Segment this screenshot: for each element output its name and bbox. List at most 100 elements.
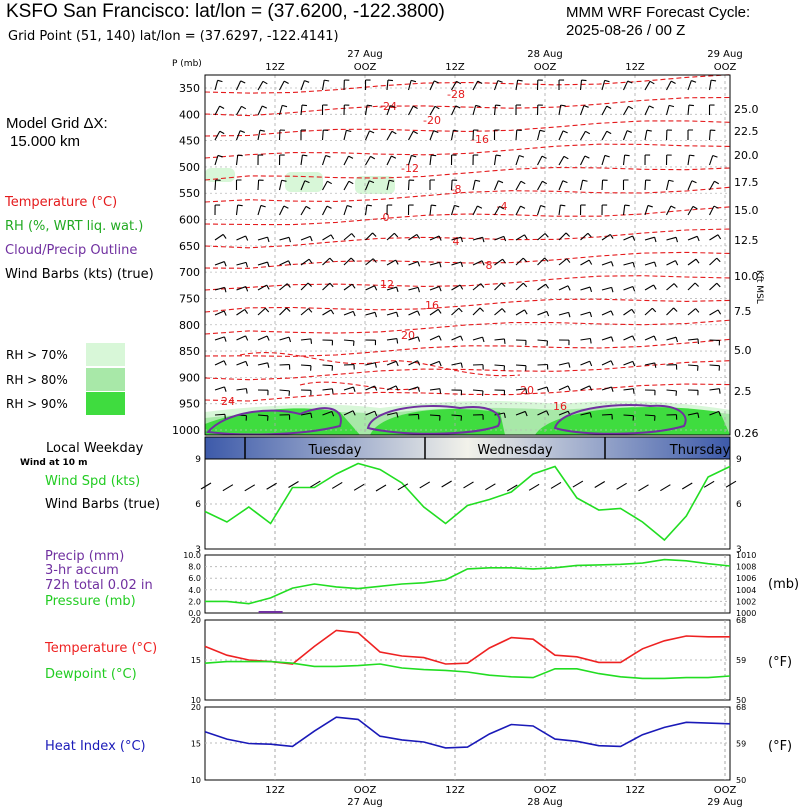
wind-barb-feather xyxy=(611,287,614,293)
wind-barb xyxy=(235,155,239,166)
wind-barb xyxy=(386,155,392,166)
wind-barb xyxy=(257,105,263,116)
temperature-contour xyxy=(204,143,731,159)
wind-barb xyxy=(687,80,692,91)
wind-barb-feather xyxy=(498,180,504,184)
rh70-patch xyxy=(355,176,395,194)
wind-barb xyxy=(365,410,375,416)
surface-wind-barb xyxy=(441,480,452,488)
wind-barb xyxy=(687,235,698,241)
cross-section-frame xyxy=(204,74,731,436)
wind-barb-feather xyxy=(610,310,614,316)
wind-barb xyxy=(257,362,268,366)
wind-barb xyxy=(644,335,655,341)
wind-barb xyxy=(300,338,311,341)
time-axis-bottom-label: 12Z xyxy=(445,785,465,796)
wind-barb xyxy=(537,155,543,166)
wind-barb-feather xyxy=(673,307,678,312)
wind-barb xyxy=(494,282,502,291)
wind-barb-feather xyxy=(282,104,288,108)
wind-barb xyxy=(300,180,306,191)
wind-barb xyxy=(257,261,268,266)
wind-barb xyxy=(214,179,217,191)
wind-barb xyxy=(601,130,608,141)
wind-barb-feather xyxy=(673,283,678,288)
wind-barb-feather xyxy=(524,411,528,417)
wind-barb-feather xyxy=(460,261,464,267)
wind-barb-feather xyxy=(717,234,722,240)
wind-barb xyxy=(537,180,543,191)
wind-barb-feather xyxy=(260,204,266,208)
wind-barb-feather xyxy=(245,235,249,241)
wind-barb-feather xyxy=(624,154,630,157)
wind-barb xyxy=(558,156,565,166)
wind-barb xyxy=(365,285,375,291)
wind-barb xyxy=(365,311,376,316)
wind-barb xyxy=(322,257,331,266)
wind-barb-feather xyxy=(718,388,721,394)
wind-barb-feather xyxy=(692,205,698,210)
wind-barb xyxy=(579,105,585,116)
temperature-contour-label: 8 xyxy=(486,259,493,272)
pressure-tick-label: 400 xyxy=(179,108,200,121)
wind-barb-feather xyxy=(691,180,697,184)
wind-barb-feather xyxy=(525,388,528,394)
temperature-contour-label: 16 xyxy=(553,400,567,413)
kft-tick-label: 12.5 xyxy=(734,234,759,247)
wind-barb xyxy=(580,337,591,341)
wind-barb-feather xyxy=(245,262,248,268)
wind-barb xyxy=(236,286,247,291)
wind-barb xyxy=(408,360,418,366)
wind-barb-feather xyxy=(520,180,526,185)
wind-barb xyxy=(364,205,368,216)
heat-index-line xyxy=(204,716,731,749)
wind-barb xyxy=(429,308,439,316)
kft-tick-label: 17.5 xyxy=(734,176,759,189)
wind-barb-feather xyxy=(695,308,700,313)
wind-barb xyxy=(386,105,391,116)
wind-barb-feather xyxy=(417,360,421,366)
wind-barb xyxy=(537,283,546,291)
wind-barb xyxy=(451,81,457,91)
wind-barb xyxy=(579,180,584,191)
wind-barb-feather xyxy=(718,411,722,417)
temperature-tick-left: 15 xyxy=(191,656,201,665)
wind-barb xyxy=(666,307,674,316)
heat-index-tick-left: 15 xyxy=(191,740,201,749)
wind-barb xyxy=(687,180,693,191)
wind-barb-feather xyxy=(237,204,243,207)
wind-barb-feather xyxy=(351,283,356,289)
wind-barb-feather xyxy=(458,307,463,313)
rh70-swatch xyxy=(86,343,125,366)
time-axis-bottom-label: 29 Aug xyxy=(707,797,742,808)
wind-barb xyxy=(386,412,397,416)
wind-barb-feather xyxy=(568,312,571,318)
wind-barb-feather xyxy=(560,104,566,107)
wind-barb xyxy=(408,413,419,416)
wind-barb-feather xyxy=(717,309,722,315)
wind-barb xyxy=(601,155,606,166)
temperature-contour-label: 20 xyxy=(401,329,415,342)
wind-barb xyxy=(429,130,435,141)
wind-barb xyxy=(537,386,548,391)
heat-index-tick-right: 68 xyxy=(736,703,746,712)
wind-barb-feather xyxy=(502,258,506,264)
wind-barb xyxy=(537,310,548,316)
wind-barb xyxy=(666,80,672,91)
surface-wind-barb xyxy=(463,481,474,489)
wind-barb xyxy=(300,206,307,216)
wind-barb xyxy=(279,389,290,392)
wind-barb xyxy=(666,236,677,241)
wind-barb-feather xyxy=(668,179,674,182)
wind-barb xyxy=(386,311,397,316)
wind-barb xyxy=(708,155,714,166)
wind-barb-feather xyxy=(309,236,313,242)
wind-barb-feather xyxy=(390,105,396,108)
wind-barb xyxy=(494,206,500,216)
wind-barb-feather xyxy=(517,79,523,82)
wind-barb xyxy=(666,260,676,266)
pressure-tick-label: 850 xyxy=(179,345,200,358)
temperature-contour-label: -28 xyxy=(447,88,465,101)
time-axis-top-label: 29 Aug xyxy=(707,49,742,60)
wind-barb-feather xyxy=(628,105,634,110)
